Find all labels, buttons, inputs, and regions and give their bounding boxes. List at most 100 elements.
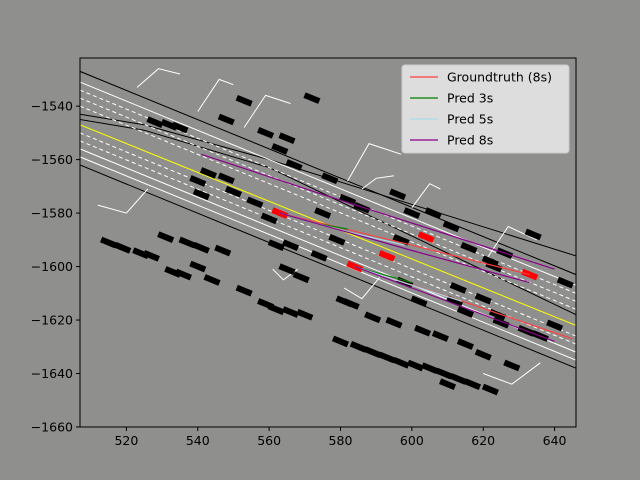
other-agent-23 [474,292,492,305]
x-tick-label: 600 [400,433,424,448]
other-agent-6 [257,127,275,139]
other-agent-5 [303,92,321,104]
other-agent-60 [267,303,285,316]
other-agent-3 [217,113,235,126]
other-agent-42 [189,175,207,187]
y-tick-label: −1640 [31,366,73,381]
other-agent-62 [296,308,314,321]
other-agent-28 [224,185,242,198]
other-agent-4 [235,94,253,107]
other-agent-61 [281,306,300,318]
other-agent-40 [456,306,474,318]
other-agent-33 [328,234,346,246]
legend-label: Groundtruth (8s) [447,70,552,85]
other-agent-31 [192,188,210,201]
series-3-trajectory-0 [201,153,555,270]
other-agent-8 [271,143,289,155]
map-crosswalk-20 [97,188,149,214]
other-agent-9 [285,159,303,171]
other-agent-51 [267,239,285,251]
other-agent-35 [260,212,278,225]
other-agent-34 [281,239,300,251]
other-agent-71 [331,335,350,348]
other-agent-83 [438,378,457,391]
map-crosswalk-19 [486,225,537,259]
legend-label: Pred 3s [447,91,493,106]
other-agent-29 [246,196,264,209]
legend: Groundtruth (8s) Pred 3s Pred 5s Pred 8s [401,64,570,154]
map-lane-dashed-8 [80,89,576,294]
y-axis: −1660 −1640 −1620 −1600 −1580 −1560 −1540 [31,99,80,435]
other-agent-14 [403,207,421,219]
y-tick-label: −1660 [31,420,73,435]
other-agent-39 [446,295,464,308]
other-agent-0 [146,116,164,129]
map-crosswalk-23 [483,362,541,385]
legend-label: Pred 8s [447,133,493,148]
other-agent-20 [556,276,574,289]
map-lane-dashed-12 [80,140,576,345]
other-agent-72 [349,340,367,353]
y-tick-label: −1620 [31,313,73,328]
other-agent-27 [217,172,235,185]
plot-frame [79,57,577,428]
other-agent-21 [392,233,410,246]
map-crosswalk-18 [411,183,441,208]
target-agent-3 [417,231,435,243]
other-agent-75 [392,356,410,369]
target-agent-2 [378,250,396,262]
map-crosswalk-16 [347,142,402,182]
map-road-edge-0 [80,70,576,276]
map-lane-solid-5 [80,81,576,286]
other-agent-52 [278,263,296,276]
other-agent-36 [310,250,328,262]
other-agent-48 [178,236,196,249]
map-crosswalk-14 [197,78,234,112]
agents-layer [100,92,574,396]
other-agent-46 [142,250,160,262]
x-tick-label: 560 [257,433,281,448]
other-agent-50 [214,244,232,257]
other-agent-22 [449,282,467,294]
x-axis: 520 540 560 580 600 620 640 [114,427,567,448]
legend-label: Pred 5s [447,112,493,127]
x-tick-label: 640 [543,433,567,448]
map-crosswalk-15 [243,94,291,128]
other-agent-81 [481,383,499,396]
other-agent-70 [474,349,492,361]
other-agent-17 [524,228,542,241]
other-agent-18 [460,242,478,254]
other-agent-54 [189,260,207,273]
y-tick-label: −1600 [31,259,73,274]
other-agent-15 [442,220,460,233]
other-agent-47 [157,231,175,243]
other-agent-10 [321,172,339,185]
other-agent-25 [424,207,442,219]
x-tick-label: 540 [186,433,210,448]
other-agent-65 [364,311,382,324]
other-agent-12 [353,201,371,214]
other-agent-78 [435,367,453,380]
y-tick-label: −1560 [31,152,73,167]
series-3-trajectory-2 [354,266,555,342]
target-agent-1 [346,260,364,273]
trajectory-layer [201,153,573,342]
y-tick-label: −1580 [31,206,73,221]
other-agent-80 [463,378,482,391]
other-agent-2 [171,121,189,134]
map-road-edge-3 [80,119,576,316]
other-agent-69 [456,338,474,350]
x-tick-label: 580 [329,433,353,448]
series-2-trajectory-1 [354,266,462,302]
other-agent-24 [485,260,503,273]
series-3-trajectory-1 [279,212,530,284]
other-agent-43 [100,236,118,249]
other-agent-53 [292,271,310,284]
map-road-edge-1 [80,164,576,369]
other-agent-56 [174,268,193,281]
other-agent-64 [342,298,360,310]
other-agent-57 [203,274,221,286]
other-agent-7 [278,132,296,145]
other-agent-30 [199,167,218,179]
